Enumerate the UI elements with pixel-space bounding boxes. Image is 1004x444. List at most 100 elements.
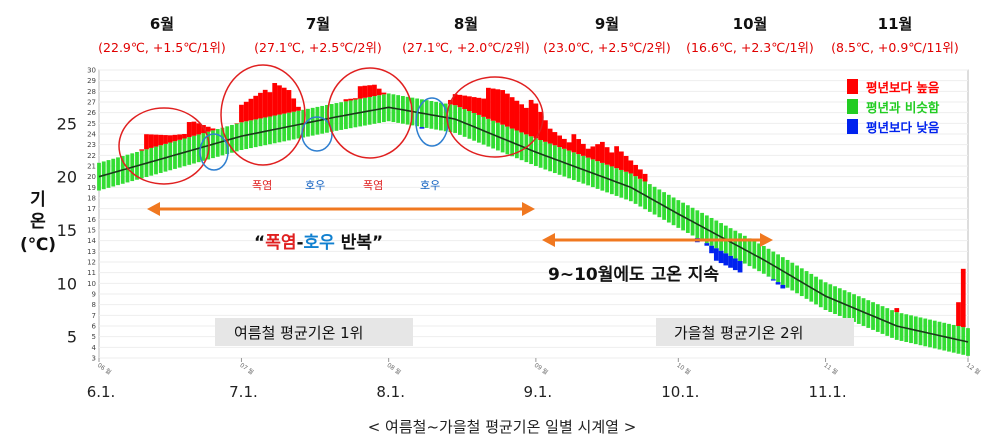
above-normal-bar <box>547 128 553 144</box>
aug-heat-circle <box>446 76 544 158</box>
above-normal-bar <box>243 101 249 122</box>
above-normal-bar <box>633 164 638 177</box>
rain-label-2: 호우 <box>420 179 440 192</box>
xtick-small-label: 09 월 <box>533 361 550 376</box>
ytick-minor-label: 24 <box>87 131 96 139</box>
legend-label-low: 평년보다 낮음 <box>866 120 940 135</box>
xtick-small-label: 11 월 <box>822 361 839 376</box>
above-normal-bar <box>476 97 482 115</box>
ytick-minor-label: 9 <box>92 291 96 299</box>
ytick-major-label: 5 <box>67 328 77 347</box>
month-header-name: 8월 <box>454 15 478 33</box>
above-normal-bar <box>376 88 382 96</box>
ytick-minor-label: 8 <box>92 301 96 309</box>
above-normal-bar <box>628 160 634 174</box>
above-normal-bar <box>367 85 373 97</box>
above-normal-bar <box>542 120 548 142</box>
month-header-name: 11월 <box>878 15 913 33</box>
xtick-label: 6.1. <box>87 383 116 401</box>
above-normal-bar <box>158 134 164 146</box>
below-normal-bar <box>723 253 729 266</box>
above-normal-bar <box>505 93 510 127</box>
ytick-minor-label: 29 <box>87 77 96 85</box>
below-normal-bar <box>713 248 719 261</box>
xtick-label: 8.1. <box>376 383 405 401</box>
above-normal-bar <box>281 87 287 114</box>
xtick-label: 10.1. <box>661 383 699 401</box>
june-heat-circle <box>118 107 210 185</box>
above-normal-bar <box>495 89 501 123</box>
ytick-minor-label: 14 <box>87 237 96 245</box>
above-normal-bar <box>148 134 154 148</box>
sustained-heat-annotation: 9~10월에도 고온 지속 <box>548 265 719 285</box>
above-normal-bar <box>960 268 966 328</box>
summer-arrow <box>147 202 535 216</box>
ytick-major-label: 15 <box>57 221 77 240</box>
ytick-minor-label: 30 <box>87 67 96 75</box>
xtick-small-label: 06 월 <box>96 361 113 376</box>
ytick-major-label: 10 <box>57 274 77 293</box>
july-heat-circle-2 <box>327 67 413 159</box>
above-normal-bar <box>509 97 515 129</box>
above-normal-bar <box>609 152 615 167</box>
above-normal-bar <box>253 95 259 120</box>
month-header-stat: (8.5℃, +0.9℃/11위) <box>831 40 959 55</box>
legend: 평년보다 높음 평년과 비슷함 평년보다 낮음 <box>847 79 940 135</box>
above-normal-bar <box>894 308 900 313</box>
ytick-minor-label: 26 <box>87 109 96 117</box>
above-normal-bar <box>172 134 178 142</box>
ytick-minor-label: 18 <box>87 195 96 203</box>
x-axis: 06 월 6.1. 07 월 7.1. 08 월 8.1. 09 월 9.1. 10 월 10.1… <box>87 358 982 401</box>
above-normal-bar <box>580 143 586 156</box>
ytick-minor-label: 27 <box>87 99 96 107</box>
autumn-rank-text: 가을철 평균기온 2위 <box>674 324 803 342</box>
ylabel-line-2: 온 <box>30 212 46 232</box>
above-normal-bar <box>177 134 183 140</box>
ytick-minor-label: 23 <box>87 141 96 149</box>
above-normal-bar <box>524 107 529 135</box>
above-normal-bar <box>490 88 496 121</box>
above-normal-bar <box>471 97 477 113</box>
ytick-major-label: 25 <box>57 114 77 133</box>
xtick-label: 11.1. <box>808 383 846 401</box>
month-header-name: 6월 <box>150 15 174 33</box>
ytick-minor-label: 20 <box>87 173 96 181</box>
ytick-minor-label: 28 <box>87 88 96 96</box>
month-header-stat: (27.1℃, +2.5℃/2위) <box>254 40 382 55</box>
summer-rank-text: 여름철 평균기온 1위 <box>234 324 363 342</box>
xtick-label: 7.1. <box>229 383 258 401</box>
ytick-minor-label: 22 <box>87 152 96 160</box>
above-normal-bar <box>258 92 263 119</box>
above-normal-bar <box>277 85 282 115</box>
above-normal-bar <box>538 111 543 141</box>
chart-caption: < 여름철~가을철 평균기온 일별 시계열 > <box>368 418 637 436</box>
above-normal-bar <box>614 146 619 169</box>
ylabel-line-3: (℃) <box>20 235 56 255</box>
above-normal-bar <box>486 87 491 119</box>
above-normal-bar <box>642 173 648 182</box>
above-normal-bar <box>182 134 187 139</box>
ytick-minor-label: 5 <box>92 333 96 341</box>
autumn-arrow <box>542 233 773 247</box>
month-headers: 6월 (22.9℃, +1.5℃/1위) 7월 (27.1℃, +2.5℃/2위) 8월… <box>98 15 959 55</box>
above-normal-bar <box>595 144 600 162</box>
above-normal-bar <box>296 106 301 111</box>
above-normal-bar <box>552 132 558 146</box>
above-normal-bar <box>144 134 149 150</box>
xtick-small-label: 07 월 <box>238 361 255 376</box>
above-normal-bar <box>362 85 368 98</box>
above-normal-bar <box>353 98 358 100</box>
below-normal-bar <box>419 127 425 129</box>
below-normal-bar <box>728 255 733 268</box>
above-normal-bar <box>956 302 961 326</box>
xtick-small-label: 12 월 <box>965 361 982 376</box>
above-normal-bar <box>262 89 268 118</box>
above-normal-bar <box>372 84 377 97</box>
normal-line <box>98 106 969 343</box>
repeat-annotation: “폭염-호우 반복” <box>254 233 383 253</box>
above-normal-bar <box>604 147 610 165</box>
below-normal-bar <box>704 243 710 246</box>
above-normal-bar <box>561 138 567 149</box>
june-rain-circle <box>199 133 229 171</box>
below-normal-bar <box>737 260 743 273</box>
